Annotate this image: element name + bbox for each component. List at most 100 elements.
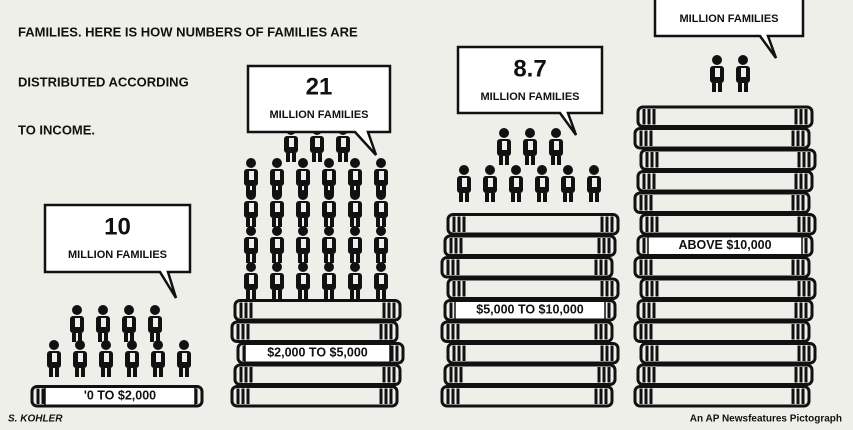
leg (330, 290, 334, 299)
leg (330, 218, 334, 227)
head (298, 262, 308, 272)
leg (376, 218, 380, 227)
head (98, 305, 108, 315)
leg (551, 156, 555, 165)
coin (641, 150, 815, 170)
leg (75, 368, 79, 377)
coin (635, 387, 809, 407)
leg (491, 193, 495, 202)
leg (278, 290, 282, 299)
leg (272, 290, 276, 299)
head (499, 128, 509, 138)
shirt (379, 171, 384, 180)
head (72, 305, 82, 315)
family-count: 8.7 (513, 55, 546, 82)
head (511, 165, 521, 175)
coin (235, 301, 400, 321)
leg (101, 368, 105, 377)
leg (298, 186, 302, 195)
shirt (379, 203, 384, 212)
shirt (101, 318, 106, 327)
leg (537, 193, 541, 202)
leg (292, 153, 296, 162)
coin (448, 215, 618, 235)
leg (459, 193, 463, 202)
head (738, 55, 748, 65)
artist-credit: S. KOHLER (8, 414, 63, 425)
shirt (514, 178, 519, 187)
shirt (127, 318, 132, 327)
leg (272, 254, 276, 263)
leg (356, 254, 360, 263)
leg (246, 290, 250, 299)
shirt (592, 178, 597, 187)
shirt (275, 239, 280, 248)
intro-line: TO INCOME. (18, 122, 95, 137)
leg (278, 254, 282, 263)
coin (635, 193, 809, 213)
leg (330, 254, 334, 263)
coin (442, 322, 612, 342)
leg (324, 254, 328, 263)
shirt (327, 203, 332, 212)
shirt (249, 203, 254, 212)
coin (442, 258, 612, 278)
leg (252, 186, 256, 195)
shirt (275, 275, 280, 284)
leg (55, 368, 59, 377)
leg (718, 83, 722, 92)
shirt (78, 353, 83, 362)
leg (304, 218, 308, 227)
shirt (341, 138, 346, 147)
leg (81, 368, 85, 377)
shirt (327, 239, 332, 248)
shirt (301, 203, 306, 212)
leg (246, 254, 250, 263)
leg (356, 186, 360, 195)
head (350, 262, 360, 272)
leg (382, 186, 386, 195)
family-unit: MILLION FAMILIES (680, 13, 779, 25)
shirt (249, 239, 254, 248)
coin (635, 258, 809, 278)
leg (49, 368, 53, 377)
shirt (488, 178, 493, 187)
shirt (275, 203, 280, 212)
leg (531, 156, 535, 165)
coin (232, 322, 397, 342)
leg (98, 333, 102, 342)
leg (376, 254, 380, 263)
coin (641, 279, 815, 299)
head (272, 226, 282, 236)
leg (159, 368, 163, 377)
head (272, 262, 282, 272)
pictograph: FAMILIES. HERE IS HOW NUMBERS OF FAMILIE… (0, 0, 853, 430)
leg (712, 83, 716, 92)
leg (505, 156, 509, 165)
leg (252, 218, 256, 227)
leg (72, 333, 76, 342)
shirt (249, 171, 254, 180)
shirt (353, 171, 358, 180)
head (324, 226, 334, 236)
shirt (353, 275, 358, 284)
leg (156, 333, 160, 342)
shirt (275, 171, 280, 180)
leg (330, 186, 334, 195)
shirt (52, 353, 57, 362)
shirt (741, 68, 746, 77)
leg (382, 218, 386, 227)
leg (185, 368, 189, 377)
head (124, 305, 134, 315)
leg (589, 193, 593, 202)
head (150, 305, 160, 315)
shirt (315, 138, 320, 147)
leg (499, 156, 503, 165)
shirt (130, 353, 135, 362)
leg (252, 290, 256, 299)
leg (298, 254, 302, 263)
coin (232, 387, 397, 407)
shirt (462, 178, 467, 187)
head (485, 165, 495, 175)
leg (744, 83, 748, 92)
